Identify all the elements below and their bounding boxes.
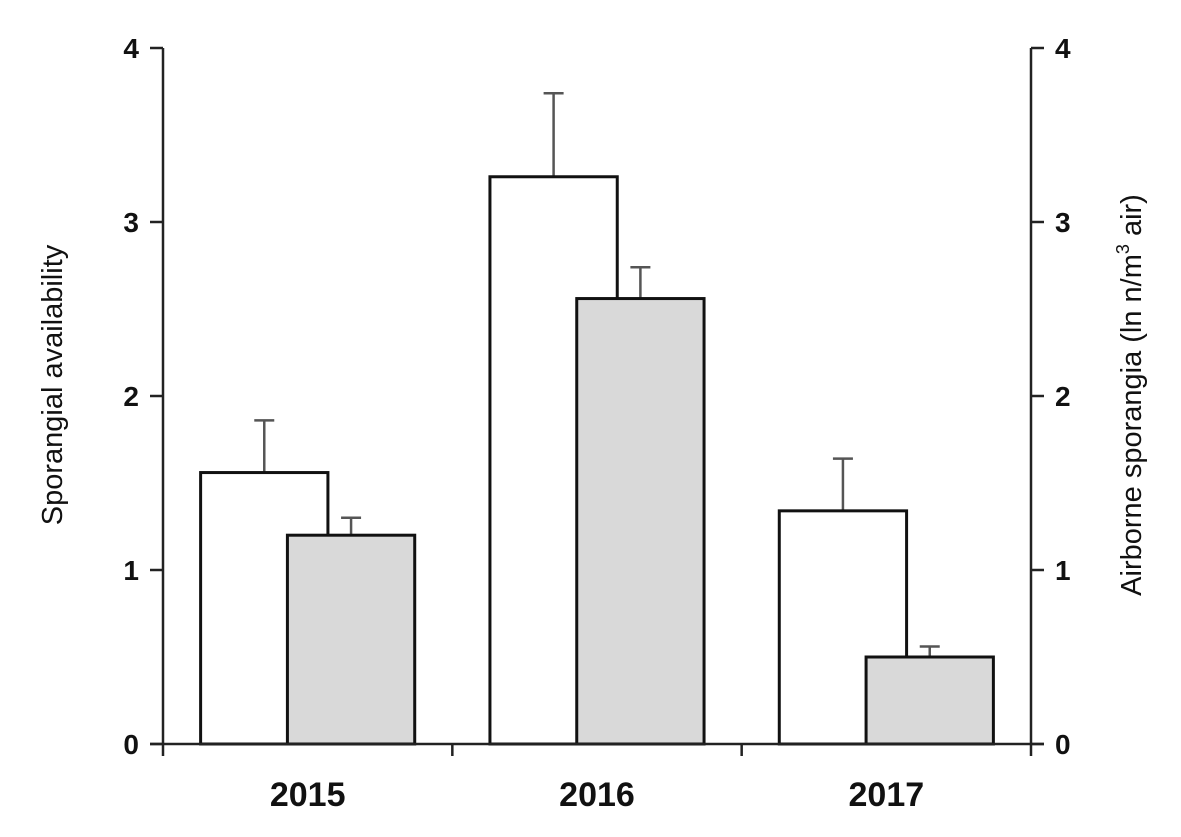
y-tick-label-left: 3 [123,207,139,238]
bar [864,655,995,746]
x-category-label: 2017 [849,776,925,814]
x-category-label: 2015 [270,776,346,814]
x-category-label: 2016 [559,776,635,814]
bar [575,297,706,746]
bars-layer [199,91,995,746]
y-axis-title-right-suffix: air) [1116,194,1148,244]
y-tick-label-right: 3 [1055,207,1071,238]
y-axis-title-right-main: Airborne sporangia (ln n/m [1116,254,1148,596]
y-axis-title-left: Sporangial availability [37,244,69,525]
y-tick-label-right: 4 [1055,33,1071,64]
y-axis-title-right-superscript: 3 [1113,244,1133,254]
y-tick-label-left: 4 [123,33,139,64]
bar [285,533,417,746]
ticks-layer: 0 1 2 3 4 0 1 2 3 4 2015 2016 2017 [123,33,1071,814]
y-tick-label-left: 1 [123,555,139,586]
y-tick-label-left: 2 [123,381,139,412]
y-axis-title-right: Airborne sporangia (ln n/m3 air) [1113,194,1148,596]
y-tick-label-right: 0 [1055,729,1071,760]
y-tick-label-right: 1 [1055,555,1071,586]
y-tick-label-right: 2 [1055,381,1071,412]
y-tick-label-left: 0 [123,729,139,760]
